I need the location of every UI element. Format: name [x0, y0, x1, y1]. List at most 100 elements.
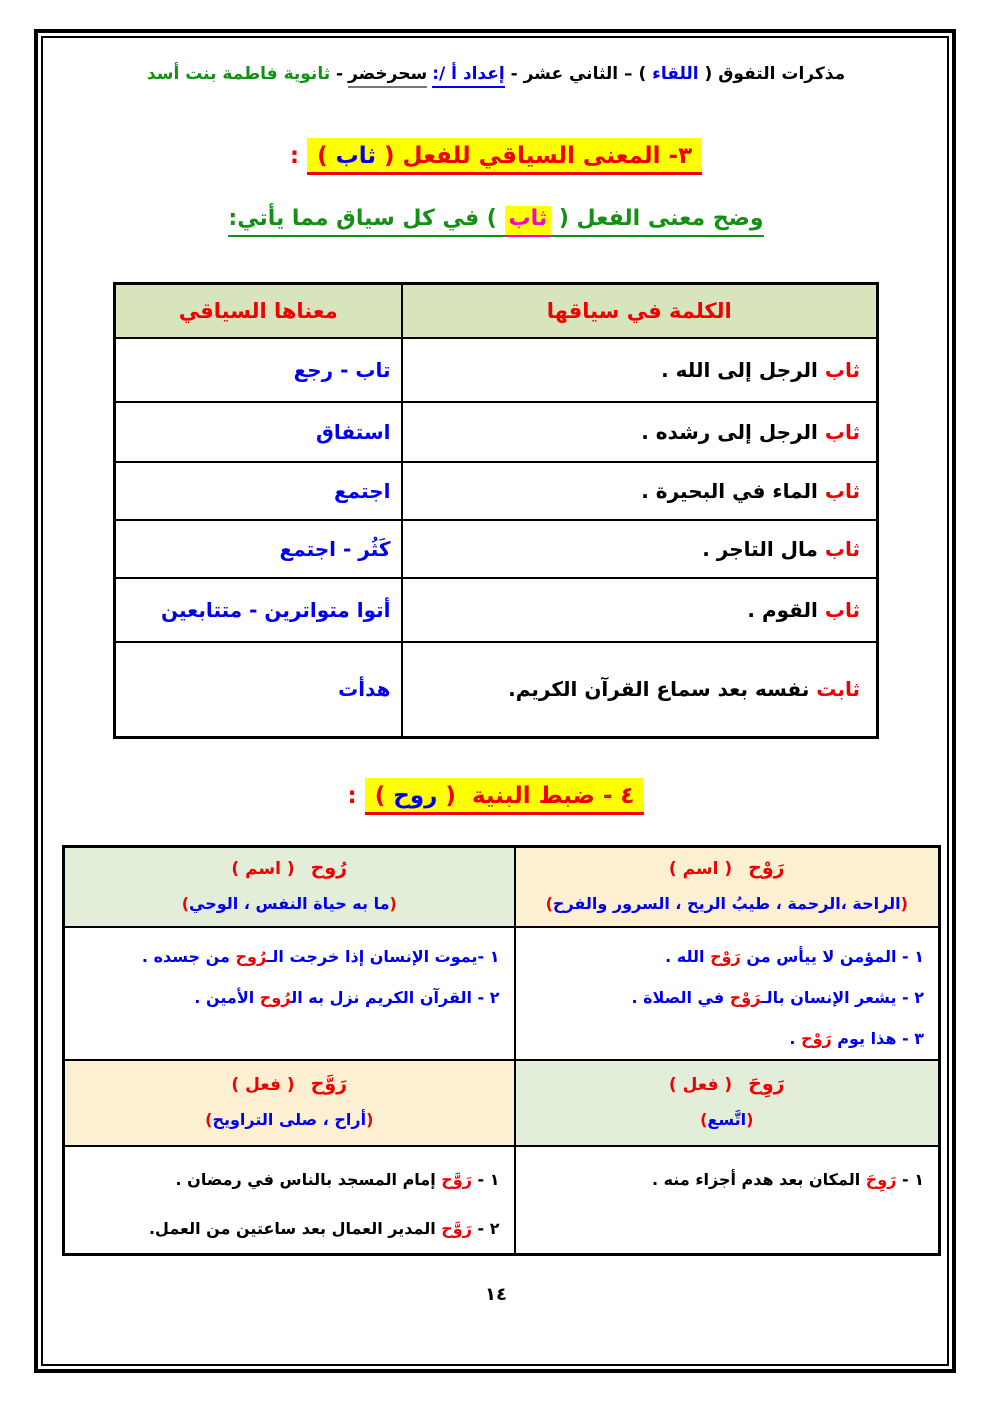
example-post: المدير العمال بعد ساعتين من العمل.: [148, 1218, 442, 1238]
example-pre: ٢ - يشعر الإنسان بالـ: [761, 987, 924, 1007]
verb-pos-label: ( فعل ): [231, 1074, 295, 1095]
example-post: الأمين .: [194, 987, 260, 1007]
example-post: المكان بعد هدم أجزاء منه .: [651, 1169, 866, 1189]
column-header-context: الكلمة في سياقها: [400, 282, 879, 339]
table-row: ثاب القوم . أتوا متواترين - متتابعين: [113, 576, 879, 643]
prompt-keyword: ثاب: [504, 206, 552, 237]
verb-examples-rawiha: ١ - رَوِحَ المكان بعد هدم أجزاء منه .: [513, 1144, 941, 1255]
verb-word: رَوَّح: [310, 1072, 348, 1095]
close-paren: ): [700, 1109, 708, 1129]
example-line: ٢ - يشعر الإنسان بالـرَوْح في الصلاة .: [522, 977, 924, 1018]
table-row: ثاب الرجل إلى الله . تاب - رجع: [113, 336, 879, 403]
example-post: .: [789, 1028, 802, 1048]
example-post: من جسده .: [141, 946, 236, 966]
section3-title: ٣- المعنى السياقي للفعل ( ثاب ) :: [0, 138, 992, 175]
example-keyword: رَوَّح: [441, 1218, 472, 1238]
noun-gloss: ما به حياة النفس ، الوحي: [189, 893, 390, 913]
context-cell: ثاب مال التاجر .: [400, 518, 879, 579]
verb-examples-rawwaha: ١ - رَوَّح إمام المسجد بالناس في رمضان .…: [62, 1144, 516, 1255]
section4-title-colon: :: [347, 783, 365, 809]
noun-gloss-line: (ما به حياة النفس ، الوحي): [69, 891, 510, 917]
verb-gloss-line: (اتَّسع): [520, 1107, 935, 1133]
example-keyword: رَوَّح: [441, 1169, 472, 1189]
example-keyword: رَوِحَ: [865, 1169, 897, 1189]
section3-title-keyword: ثاب: [335, 143, 377, 169]
example-post: الله .: [665, 946, 711, 966]
noun-header-cell-rawh: رَوْح ( اسم ) (الراحة ،الرحمة ، طيبُ الري…: [513, 845, 941, 928]
example-pre: ٢ -: [471, 1218, 500, 1238]
section4-title-keyword: روح: [393, 783, 438, 809]
example-pre: ٣ - هذا يوم: [831, 1028, 924, 1048]
example-line: ٢ - رَوَّح المدير العمال بعد ساعتين من ا…: [71, 1204, 500, 1253]
meaning-cell: استفاق: [113, 400, 403, 463]
context-keyword: ثابت: [816, 677, 860, 702]
verb-gloss-line: (أراح ، صلى التراويح): [69, 1107, 510, 1133]
context-rest: الماء في البحيرة .: [641, 478, 825, 503]
noun-examples-rooh: ١ -يموت الإنسان إذا خرجت الـرُوح من جسده…: [62, 925, 516, 1061]
close-paren: ): [181, 893, 190, 913]
example-keyword: رُوح: [235, 946, 267, 966]
example-line: ١ -يموت الإنسان إذا خرجت الـرُوح من جسده…: [71, 936, 500, 977]
example-pre: ٢ - القرآن الكريم نزل به ال: [291, 987, 500, 1007]
meaning-cell: أتوا متواترين - متتابعين: [113, 576, 403, 643]
example-pre: ١ -يموت الإنسان إذا خرجت الـ: [266, 946, 500, 966]
section3-title-close: ): [317, 143, 336, 169]
example-post: إمام المسجد بالناس في رمضان .: [175, 1169, 442, 1189]
context-keyword: ثاب: [824, 536, 860, 561]
noun-pos-label: ( اسم ): [231, 858, 295, 879]
example-pre: ١ - المؤمن لا ييأس من: [740, 946, 924, 966]
example-post: في الصلاة .: [631, 987, 730, 1007]
prompt-text-post: ) في كل سياق مما يأتي:: [228, 206, 505, 237]
verb-header-row: رَوِحَ( فعل ) (اتَّسع) رَوَّح ( فعل ) (أر…: [62, 1058, 941, 1147]
meaning-cell: هدأت: [113, 640, 403, 739]
close-paren: ): [205, 1109, 213, 1129]
roh-vocalization-table: رَوْح( اسم ) (الراحة ،الرحمة ، طيبُ الري…: [62, 845, 941, 1256]
verb-word-line: رَوَّح ( فعل ): [69, 1073, 510, 1095]
page-border-inner: [41, 36, 949, 1366]
noun-pos-label: ( اسم ): [668, 858, 733, 879]
example-keyword: رَوْح: [729, 987, 762, 1007]
example-line: ١ - رَوِحَ المكان بعد هدم أجزاء منه .: [522, 1155, 924, 1204]
context-cell: ثاب الرجل إلى رشده .: [400, 400, 879, 463]
section4-title: ٤ - ضبط البنية ( روح ) :: [0, 778, 992, 815]
noun-word: رَوْح: [748, 856, 785, 879]
example-pre: ١ -: [896, 1169, 924, 1189]
example-line: ١ - المؤمن لا ييأس من رَوْح الله .: [522, 936, 924, 977]
example-pre: ١ -: [471, 1169, 500, 1189]
noun-gloss: الراحة ،الرحمة ، طيبُ الريح ، السرور وال…: [552, 893, 901, 913]
page-border-outer: [34, 29, 956, 1373]
context-keyword: ثاب: [824, 419, 860, 444]
section3-prompt: وضح معنى الفعل ( ثاب ) في كل سياق مما يأ…: [0, 206, 992, 237]
open-paren: (: [900, 893, 908, 913]
table-row: ثاب الماء في البحيرة . اجتمع: [113, 460, 879, 521]
table-header-row: الكلمة في سياقها معناها السياقي: [113, 282, 879, 339]
context-keyword: ثاب: [824, 478, 860, 503]
context-cell: ثاب الرجل إلى الله .: [400, 336, 879, 403]
verb-word: رَوِحَ: [748, 1072, 785, 1095]
verb-header-cell-rawiha: رَوِحَ ( فعل ) (اتَّسع): [513, 1058, 941, 1147]
section4-title-text: ٤ - ضبط البنية: [471, 783, 635, 809]
verb-word-line: رَوِحَ ( فعل ): [520, 1073, 935, 1095]
context-keyword: ثاب: [824, 597, 860, 622]
section3-title-colon: :: [289, 143, 308, 169]
context-rest: نفسه بعد سماع القرآن الكريم.: [508, 677, 817, 702]
header-dash: -: [330, 64, 344, 84]
page-number: ١٤: [485, 1284, 507, 1305]
example-line: ١ - رَوَّح إمام المسجد بالناس في رمضان .: [71, 1155, 500, 1204]
section4-title-close: ): [374, 783, 394, 809]
section4-title-highlight: ٤ - ضبط البنية ( روح ): [364, 778, 645, 815]
context-rest: مال التاجر .: [702, 536, 825, 561]
example-line: ٢ - القرآن الكريم نزل به الرُوح الأمين .: [71, 977, 500, 1018]
context-cell: ثاب القوم .: [400, 576, 879, 643]
example-keyword: رُوح: [259, 987, 292, 1007]
context-cell: ثابت نفسه بعد سماع القرآن الكريم.: [400, 640, 879, 739]
noun-examples-row: ١ - المؤمن لا ييأس من رَوْح الله . ٢ - ي…: [62, 925, 941, 1061]
open-paren: (: [746, 1109, 754, 1129]
context-rest: القوم .: [747, 597, 825, 622]
meaning-cell: اجتمع: [113, 460, 403, 521]
noun-word-line: رَوْح ( اسم ): [520, 857, 935, 879]
example-keyword: رَوْح: [801, 1028, 832, 1048]
noun-header-cell-rooh: رُوح ( اسم ) (ما به حياة النفس ، الوحي): [62, 845, 516, 928]
header-lesson-name: اللقاء: [652, 64, 699, 84]
column-header-meaning: معناها السياقي: [113, 282, 403, 339]
